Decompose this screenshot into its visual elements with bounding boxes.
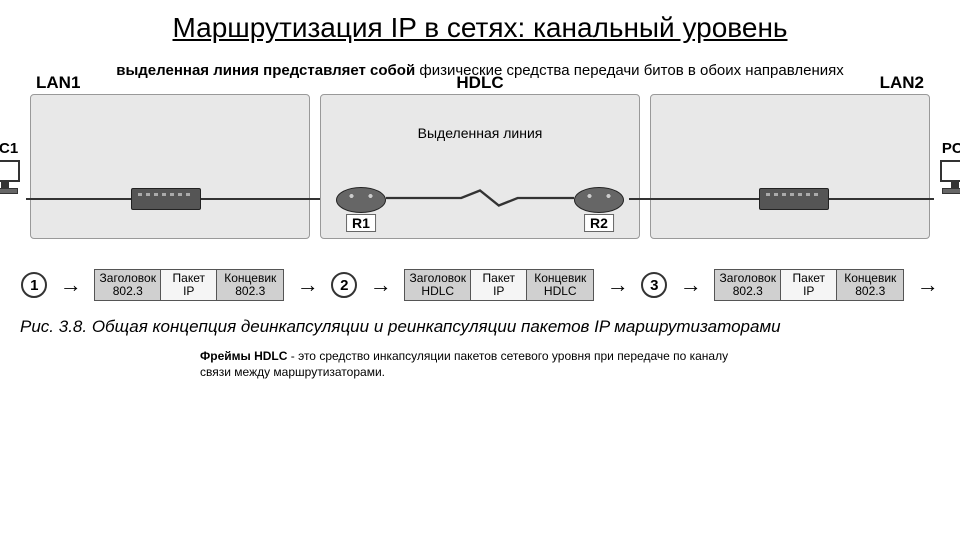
subtitle-bold: выделенная линия представляет собой bbox=[116, 62, 415, 79]
lan2-zone: LAN2 PC2 bbox=[650, 94, 930, 239]
arrow-icon: → bbox=[680, 272, 702, 298]
arrow-icon: → bbox=[297, 272, 319, 298]
footnote-bold: Фреймы HDLC bbox=[200, 349, 287, 363]
network-diagram: LAN1 PC1 HDLC Выделенная линия R1 R2 LAN… bbox=[0, 94, 960, 239]
cable-pc1 bbox=[26, 198, 131, 200]
lan2-label: LAN2 bbox=[880, 73, 924, 93]
p3-hdr-bot: 802.3 bbox=[719, 285, 776, 298]
arrow-icon: → bbox=[917, 272, 939, 298]
p1-hdr-bot: 802.3 bbox=[99, 285, 156, 298]
p3-pay: Пакет IP bbox=[785, 272, 832, 298]
pc1-icon bbox=[0, 160, 24, 200]
switch1-icon bbox=[131, 188, 201, 210]
lan1-label: LAN1 bbox=[36, 73, 80, 93]
step-2-number: 2 bbox=[331, 272, 357, 298]
leased-line-label: Выделенная линия bbox=[418, 125, 543, 141]
cable-sw2-r2 bbox=[629, 198, 759, 200]
pc2-icon bbox=[936, 160, 960, 200]
page-title: Маршрутизация IP в сетях: канальный уров… bbox=[0, 12, 960, 44]
hdlc-label: HDLC bbox=[456, 73, 503, 93]
p2-pay: Пакет IP bbox=[475, 272, 522, 298]
lan1-zone: LAN1 PC1 bbox=[30, 94, 310, 239]
pc2-label: PC2 bbox=[942, 140, 960, 157]
p3-trl-bot: 802.3 bbox=[841, 285, 899, 298]
packet-2: ЗаголовокHDLC Пакет IP КонцевикHDLC bbox=[404, 269, 594, 301]
packet-1: Заголовок802.3 Пакет IP Концевик802.3 bbox=[94, 269, 284, 301]
leased-line-icon bbox=[386, 188, 574, 208]
p2-trl-bot: HDLC bbox=[531, 285, 589, 298]
router2-icon: R2 bbox=[574, 187, 624, 213]
cable-pc2 bbox=[829, 198, 934, 200]
r1-label: R1 bbox=[346, 214, 376, 232]
cable-sw1-r1 bbox=[201, 198, 331, 200]
arrow-icon: → bbox=[60, 272, 82, 298]
r2-label: R2 bbox=[584, 214, 614, 232]
pc1-label: PC1 bbox=[0, 140, 18, 157]
footnote: Фреймы HDLC - это средство инкапсуляции … bbox=[0, 341, 960, 380]
step-1-number: 1 bbox=[21, 272, 47, 298]
packets-row: 1 → Заголовок802.3 Пакет IP Концевик802.… bbox=[0, 269, 960, 301]
figure-caption: Рис. 3.8. Общая концепция деинкапсуляции… bbox=[0, 313, 960, 341]
arrow-icon: → bbox=[607, 272, 629, 298]
p2-hdr-bot: HDLC bbox=[409, 285, 466, 298]
p1-pay: Пакет IP bbox=[165, 272, 212, 298]
p1-trl-bot: 802.3 bbox=[221, 285, 279, 298]
router1-icon: R1 bbox=[336, 187, 386, 213]
step-3-number: 3 bbox=[641, 272, 667, 298]
packet-3: Заголовок802.3 Пакет IP Концевик802.3 bbox=[714, 269, 904, 301]
hdlc-zone: HDLC Выделенная линия R1 R2 bbox=[320, 94, 640, 239]
arrow-icon: → bbox=[370, 272, 392, 298]
switch2-icon bbox=[759, 188, 829, 210]
